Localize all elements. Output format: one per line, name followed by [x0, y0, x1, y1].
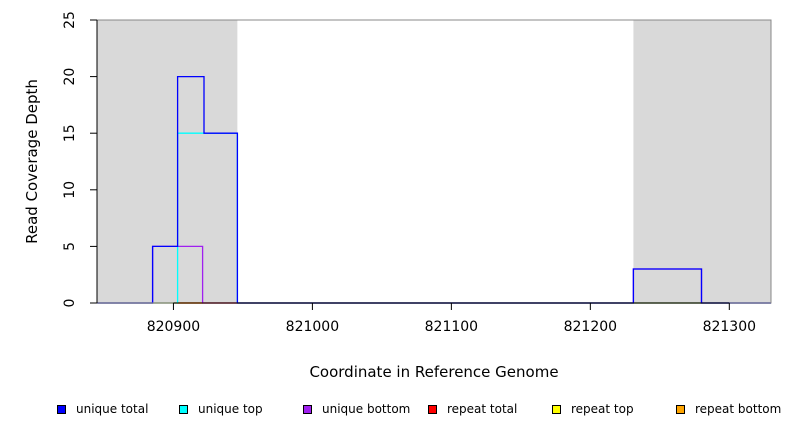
- legend: unique total unique top unique bottom repea…: [57, 401, 792, 417]
- legend-label: repeat top: [571, 402, 634, 416]
- legend-item-repeat-total: repeat total: [428, 401, 517, 417]
- shaded-region-2: [633, 20, 771, 303]
- x-axis: 820900 821000 821100 821200 821300: [147, 302, 756, 335]
- shaded-region-1: [97, 20, 238, 303]
- x-tick-label: 821200: [564, 319, 617, 335]
- legend-swatch: [57, 404, 66, 414]
- legend-swatch: [676, 404, 685, 414]
- legend-swatch: [552, 404, 561, 414]
- y-tick-label: 15: [62, 124, 78, 142]
- legend-item-repeat-top: repeat top: [552, 401, 634, 417]
- legend-swatch: [303, 404, 312, 414]
- series-unique-total: [97, 75, 771, 304]
- coverage-chart: 820900 821000 821100 821200 821300 0 5 10 15 20 2…: [23, 11, 772, 381]
- legend-label: unique bottom: [322, 402, 411, 416]
- y-tick-label: 5: [62, 242, 78, 251]
- x-tick-label: 821300: [703, 319, 756, 335]
- legend-item-unique-total: unique total: [57, 401, 148, 417]
- legend-label: unique total: [76, 402, 149, 416]
- y-tick-label: 0: [62, 299, 78, 308]
- x-axis-title: Coordinate in Reference Genome: [309, 363, 558, 381]
- legend-swatch: [179, 404, 188, 414]
- legend-item-unique-top: unique top: [179, 401, 263, 417]
- y-axis: 0 5 10 15 20 25: [62, 11, 98, 308]
- x-tick-label: 821100: [425, 319, 478, 335]
- y-tick-label: 25: [62, 11, 78, 29]
- x-tick-label: 820900: [147, 319, 200, 335]
- legend-label: repeat total: [447, 402, 518, 416]
- legend-label: repeat bottom: [695, 402, 782, 416]
- y-tick-label: 20: [62, 68, 78, 86]
- legend-item-unique-bottom: unique bottom: [303, 401, 410, 417]
- legend-item-repeat-bottom: repeat bottom: [676, 401, 781, 417]
- legend-label: unique top: [198, 402, 263, 416]
- shaded-regions: [97, 20, 771, 303]
- x-tick-label: 821000: [286, 319, 339, 335]
- y-axis-title: Read Coverage Depth: [23, 79, 41, 244]
- y-tick-label: 10: [62, 181, 78, 199]
- legend-swatch: [428, 404, 437, 414]
